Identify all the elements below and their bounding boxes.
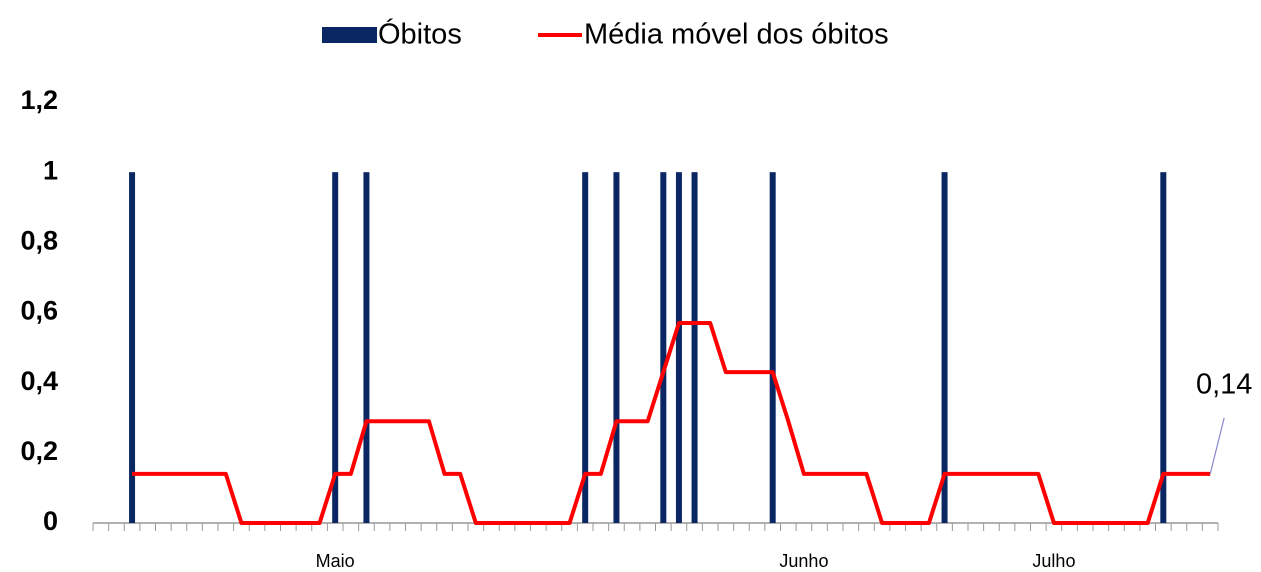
legend-swatch	[322, 27, 377, 43]
legend-label: Média móvel dos óbitos	[584, 19, 889, 51]
bar	[769, 172, 776, 523]
bar	[613, 172, 620, 523]
x-tick-label: Junho	[779, 551, 828, 571]
y-tick-label: 0	[43, 506, 58, 536]
bar	[1160, 172, 1167, 523]
data-label: 0,14	[1196, 369, 1252, 401]
y-tick-label: 0,2	[20, 436, 58, 466]
x-tick-label: Maio	[316, 551, 355, 571]
y-tick-label: 0,6	[20, 296, 58, 326]
y-tick-label: 0,8	[20, 225, 58, 255]
bar	[129, 172, 136, 523]
bar	[332, 172, 339, 523]
bar	[691, 172, 698, 523]
x-tick-label: Julho	[1032, 551, 1075, 571]
bar	[941, 172, 948, 523]
bar	[660, 172, 667, 523]
bar	[582, 172, 589, 523]
bar	[363, 172, 370, 523]
bar	[675, 172, 682, 523]
y-tick-label: 1,2	[20, 85, 58, 115]
y-tick-label: 1	[43, 155, 58, 185]
legend-label: Óbitos	[378, 18, 462, 51]
line	[132, 321, 1211, 525]
leader-line	[1209, 417, 1225, 475]
y-tick-label: 0,4	[20, 366, 58, 396]
